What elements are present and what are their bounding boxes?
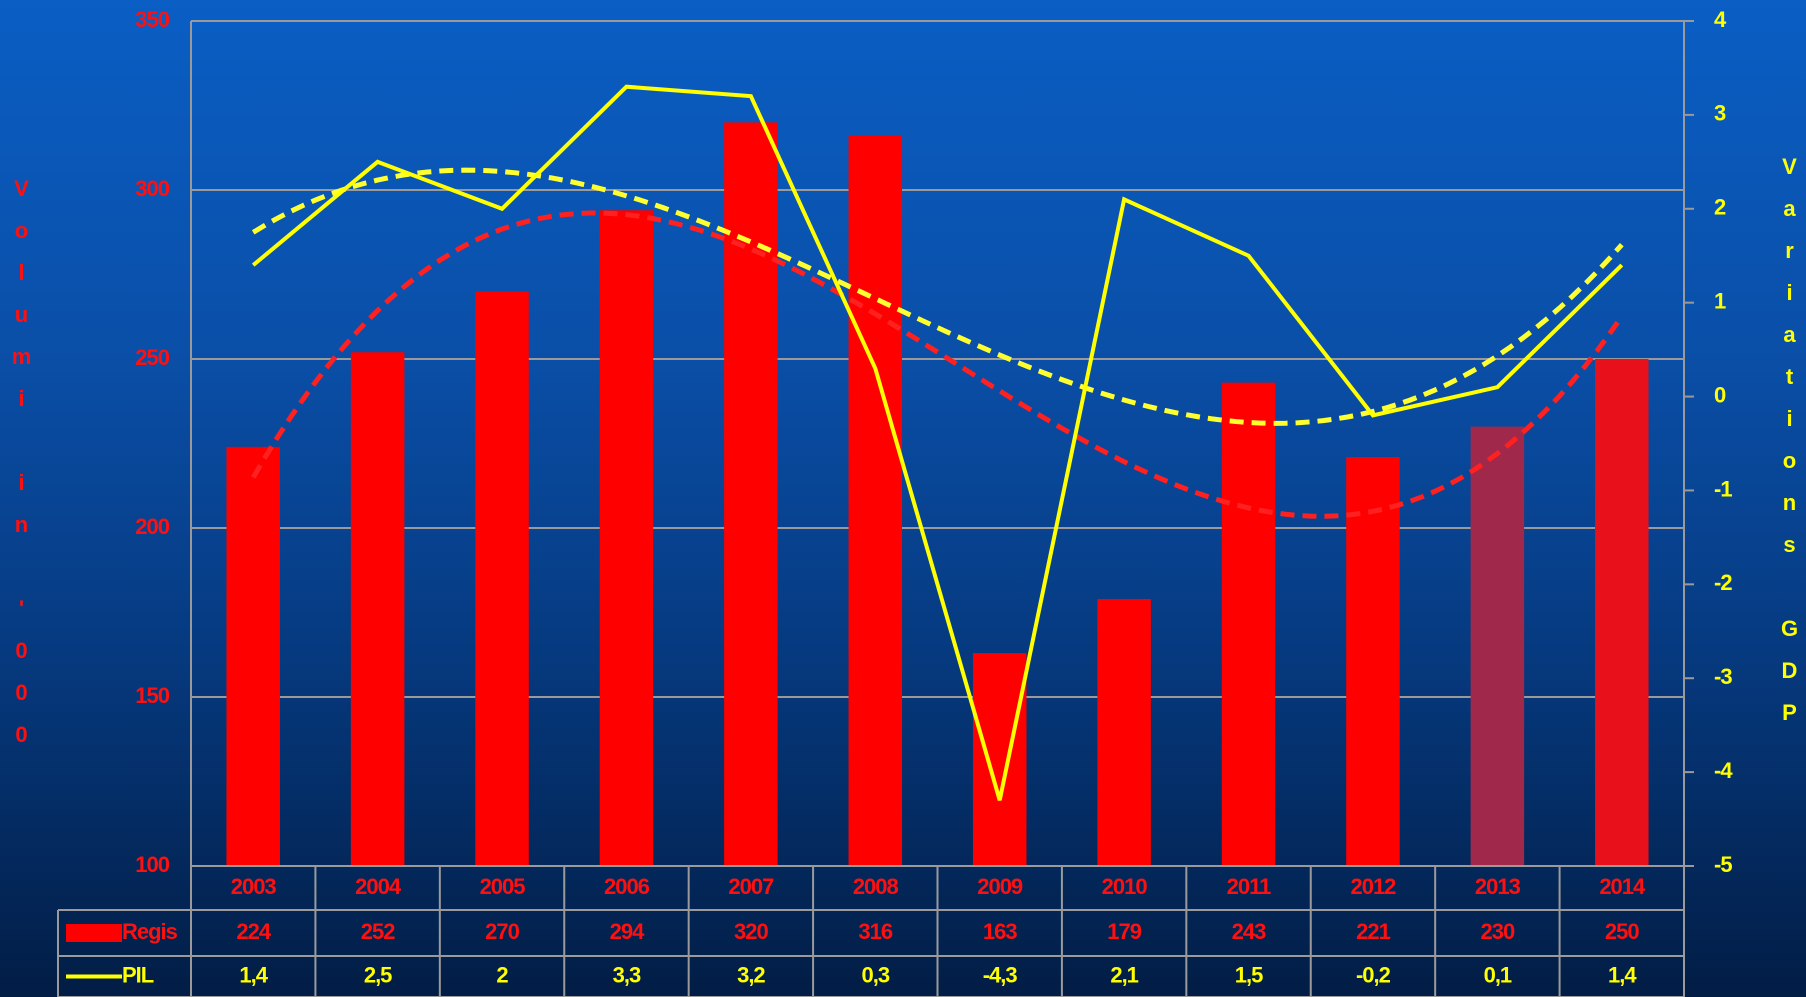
y2-tick-label: 2 <box>1714 195 1726 220</box>
bar <box>1470 426 1525 866</box>
y2-tick-label: -4 <box>1714 758 1733 783</box>
y-tick-label: 150 <box>135 683 169 708</box>
bar <box>724 122 778 866</box>
line <box>251 84 1624 801</box>
data-label: 224 <box>236 919 271 944</box>
trend-line <box>251 167 1624 426</box>
y-tick-label: 250 <box>135 345 169 370</box>
legend-label: Regis <box>122 919 178 944</box>
y2-tick-label: 4 <box>1714 7 1727 32</box>
data-label: 316 <box>858 919 892 944</box>
data-label: 3,3 <box>613 962 641 987</box>
trend-line <box>251 210 1624 519</box>
data-label: -4,3 <box>983 962 1018 987</box>
y-tick-label: 350 <box>135 7 169 32</box>
y2-tick-label: -1 <box>1714 476 1732 501</box>
x-tick-label: 2013 <box>1475 874 1521 899</box>
data-label: 221 <box>1356 919 1390 944</box>
y2-tick-label: 1 <box>1714 288 1726 313</box>
y-tick-label: 300 <box>135 176 169 201</box>
y2-tick-label: 0 <box>1714 382 1726 407</box>
bar <box>848 135 903 867</box>
x-tick-label: 2007 <box>728 874 774 899</box>
data-label: -0,2 <box>1356 962 1391 987</box>
bar <box>226 446 280 866</box>
data-label: 1,5 <box>1235 962 1263 987</box>
bar <box>1097 598 1151 866</box>
bar <box>350 352 405 866</box>
x-tick-label: 2005 <box>480 874 526 899</box>
data-label: 3,2 <box>737 962 765 987</box>
x-tick-label: 2004 <box>355 874 402 899</box>
x-tick-label: 2010 <box>1102 874 1148 899</box>
y2-tick-label: -5 <box>1714 852 1732 877</box>
data-label: 230 <box>1481 919 1515 944</box>
x-tick-label: 2008 <box>853 874 899 899</box>
x-tick-label: 2009 <box>977 874 1023 899</box>
bar <box>972 653 1027 866</box>
y2-tick-label: -2 <box>1714 570 1732 595</box>
data-label: 0,1 <box>1484 962 1512 987</box>
data-label: 243 <box>1232 919 1266 944</box>
data-label: 270 <box>485 919 519 944</box>
y2-tick-label: 3 <box>1714 101 1726 126</box>
bar <box>599 210 654 866</box>
y2-axis-title: Variations GDP <box>1777 154 1802 742</box>
bar <box>475 291 529 866</box>
bar <box>1221 382 1276 866</box>
data-label: 179 <box>1107 919 1141 944</box>
data-label: 0,3 <box>861 962 889 987</box>
bar <box>1346 457 1400 866</box>
data-label: 2 <box>496 962 508 987</box>
x-tick-label: 2006 <box>604 874 650 899</box>
legend-label: PIL <box>122 962 154 987</box>
legend-swatch <box>66 924 122 942</box>
x-tick-label: 2014 <box>1599 874 1646 899</box>
data-label: 250 <box>1605 919 1639 944</box>
data-label: 1,4 <box>239 962 268 987</box>
data-label: 252 <box>361 919 395 944</box>
y-tick-label: 200 <box>135 514 169 539</box>
bar <box>1595 359 1649 866</box>
data-label: 294 <box>610 919 645 944</box>
x-tick-label: 2012 <box>1350 874 1396 899</box>
data-label: 2,1 <box>1110 962 1138 987</box>
y2-tick-label: -3 <box>1714 664 1732 689</box>
data-label: 163 <box>983 919 1017 944</box>
data-label: 320 <box>734 919 768 944</box>
x-tick-label: 2003 <box>231 874 277 899</box>
data-label: 1,4 <box>1608 962 1637 987</box>
y-tick-label: 100 <box>135 852 169 877</box>
data-label: 2,5 <box>364 962 392 987</box>
y-axis-title: Volumi in '000 <box>9 176 34 764</box>
x-tick-label: 2011 <box>1227 874 1271 899</box>
